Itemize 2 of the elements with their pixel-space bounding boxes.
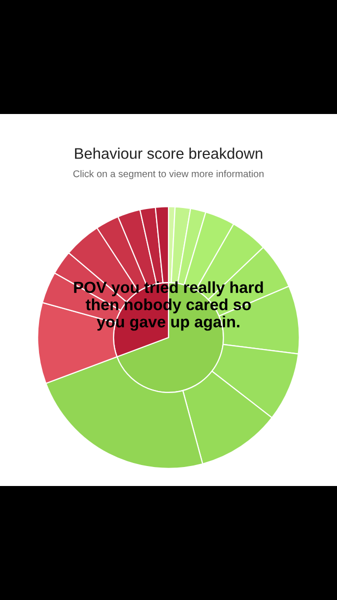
chart-subtitle: Click on a segment to view more information bbox=[73, 170, 264, 180]
chart-title: Behaviour score breakdown bbox=[75, 148, 262, 159]
